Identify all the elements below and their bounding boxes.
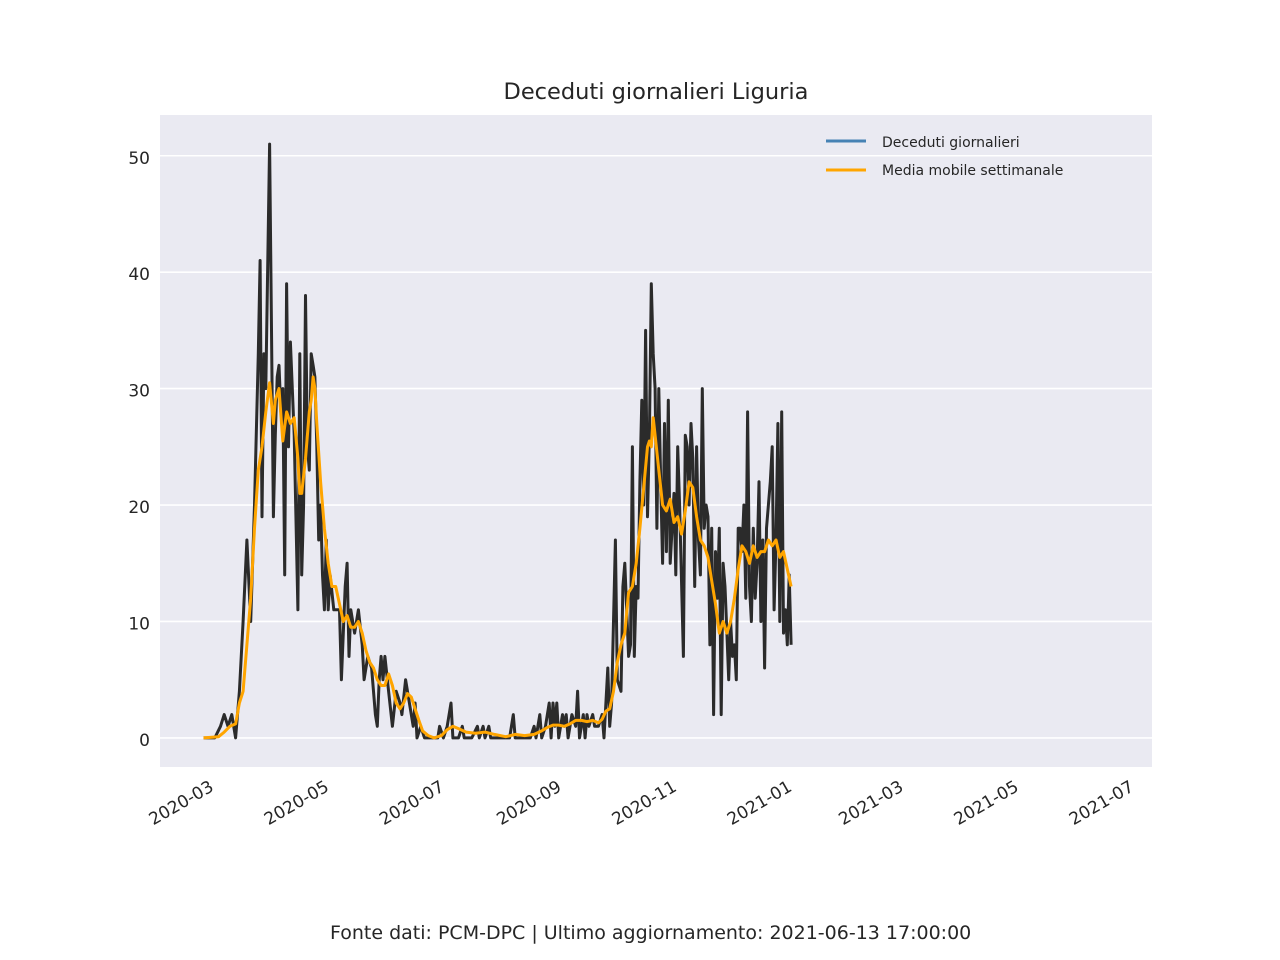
series-line-moving-average <box>203 375 793 740</box>
x-tick-label: 2021-05 <box>951 777 1023 830</box>
legend-label-moving-average: Media mobile settimanale <box>882 163 1063 179</box>
footer-source-note: Fonte dati: PCM-DPC | Ultimo aggiornamen… <box>330 922 972 944</box>
y-tick-label: 30 <box>128 382 150 402</box>
x-tick-label: 2020-09 <box>493 777 565 830</box>
y-axis: 0 10 20 30 40 50 <box>128 149 150 751</box>
y-tick-label: 0 <box>139 731 150 751</box>
x-tick-label: 2021-01 <box>724 777 796 830</box>
x-tick-label: 2020-11 <box>609 777 681 830</box>
legend-label-daily: Deceduti giornalieri <box>882 135 1020 151</box>
y-tick-label: 10 <box>128 614 150 634</box>
x-tick-label: 2021-07 <box>1066 777 1138 830</box>
series-line-daily <box>203 142 793 740</box>
x-tick-label: 2020-05 <box>261 777 333 830</box>
y-tick-label: 50 <box>128 149 150 169</box>
x-tick-label: 2021-03 <box>835 777 907 830</box>
y-tick-label: 20 <box>128 498 150 518</box>
x-tick-label: 2020-03 <box>146 777 218 830</box>
legend: Deceduti giornalieri Media mobile settim… <box>826 135 1063 179</box>
x-axis: 2020-03 2020-05 2020-07 2020-09 2020-11 2021-… <box>146 777 1138 830</box>
chart-title: Deceduti giornalieri Liguria <box>504 79 809 105</box>
y-tick-label: 40 <box>128 265 150 285</box>
x-tick-label: 2020-07 <box>376 777 448 830</box>
series-layer <box>203 142 793 740</box>
